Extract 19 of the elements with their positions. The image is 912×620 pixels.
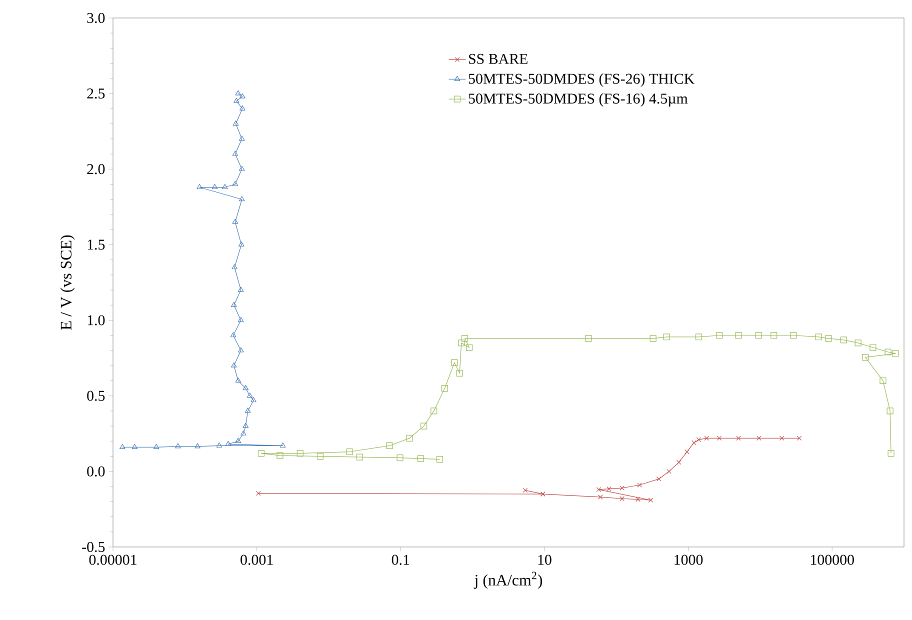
legend-label: SS BARE bbox=[469, 54, 528, 64]
x-tick-label: 1000 bbox=[674, 554, 703, 565]
y-tick-label: 1.5 bbox=[88, 240, 105, 250]
x-axis-title: j (nA/cm$^{2}$) bbox=[474, 572, 542, 589]
y-tick-label: 3.0 bbox=[87, 12, 105, 24]
legend-label: 50MTES-50DMDES (FS-26) THICK bbox=[468, 73, 694, 87]
y-axis-title: E / V (vs SCE) bbox=[60, 235, 75, 330]
y-tick-label: 0.5 bbox=[87, 390, 105, 401]
y-tick-label: 1.0 bbox=[88, 315, 105, 326]
y-tick-label: 2.5 bbox=[87, 88, 105, 99]
y-tick-label: -0.5 bbox=[82, 542, 105, 552]
y-tick-label: 0.0 bbox=[87, 466, 105, 476]
x-tick-label: 0.001 bbox=[240, 554, 273, 565]
x-tick-label: 0.00001 bbox=[89, 554, 136, 565]
x-tick-label: 100000 bbox=[810, 554, 854, 565]
x-tick-label: 0.1 bbox=[392, 554, 410, 565]
y-tick-label: 2.0 bbox=[87, 164, 105, 174]
legend-label: 50MTES-50DMDES (FS-16) 4.5µm bbox=[468, 93, 688, 107]
x-tick-label: 10 bbox=[538, 554, 552, 565]
